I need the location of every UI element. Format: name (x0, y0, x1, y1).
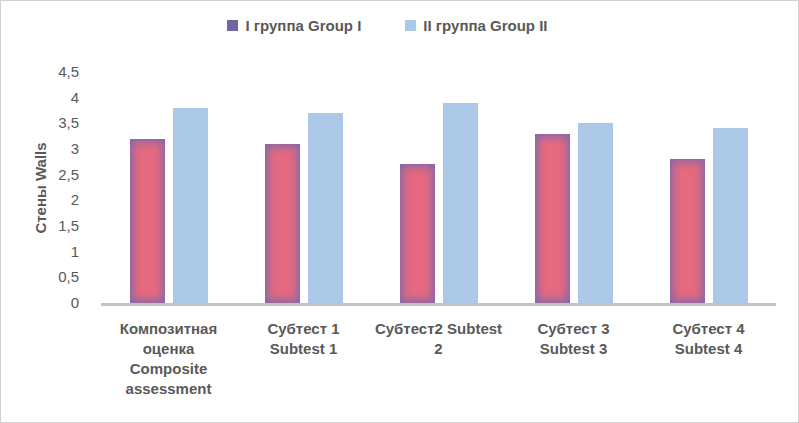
y-tick-label: 2 (1, 191, 79, 209)
bar-group (506, 72, 641, 303)
bar-chart: I группа Group I II группа Group II Стен… (0, 0, 799, 423)
bar-group (236, 72, 371, 303)
bar-series-1 (130, 139, 165, 303)
x-category-label: Субтест 3 Subtest 3 (506, 319, 641, 399)
y-tick-label: 4,5 (1, 63, 79, 81)
y-tick-label: 0,5 (1, 268, 79, 286)
x-category-label: Композитная оценка Composite assessment (101, 319, 236, 399)
x-category-label: Субтест 1 Subtest 1 (236, 319, 371, 399)
y-tick-label: 3,5 (1, 114, 79, 132)
y-tick-label: 1,5 (1, 217, 79, 235)
bar-series-2 (713, 128, 748, 303)
bar-group (641, 72, 776, 303)
x-axis-category-labels: Композитная оценка Composite assessmentС… (101, 319, 776, 399)
bar-series-2 (308, 113, 343, 303)
legend-item-group-1: I группа Group I (227, 17, 361, 34)
x-category-label: Субтест2 Subtest 2 (371, 319, 506, 399)
legend-label-group-1: I группа Group I (245, 17, 361, 34)
y-tick-label: 2,5 (1, 166, 79, 184)
bar-series-1 (265, 144, 300, 303)
bar-series-2 (443, 103, 478, 303)
bar-series-2 (173, 108, 208, 303)
y-tick-label: 3 (1, 140, 79, 158)
bar-group (371, 72, 506, 303)
plot-area (101, 72, 776, 303)
bar-series-1 (400, 164, 435, 303)
bar-series-1 (535, 134, 570, 303)
bar-series-1 (670, 159, 705, 303)
x-category-label: Субтест 4 Subtest 4 (641, 319, 776, 399)
legend-swatch-group-1 (227, 20, 238, 31)
bar-group (101, 72, 236, 303)
legend: I группа Group I II группа Group II (0, 17, 786, 34)
legend-label-group-2: II группа Group II (423, 17, 547, 34)
y-tick-label: 0 (1, 294, 79, 312)
x-axis-line (101, 303, 776, 306)
legend-swatch-group-2 (405, 20, 416, 31)
legend-item-group-2: II группа Group II (405, 17, 547, 34)
y-tick-label: 4 (1, 89, 79, 107)
y-tick-label: 1 (1, 243, 79, 261)
bar-series-2 (578, 123, 613, 303)
y-axis-tick-labels: 0 0,5 1 1,5 2 2,5 3 3,5 4 4,5 (1, 1, 79, 422)
